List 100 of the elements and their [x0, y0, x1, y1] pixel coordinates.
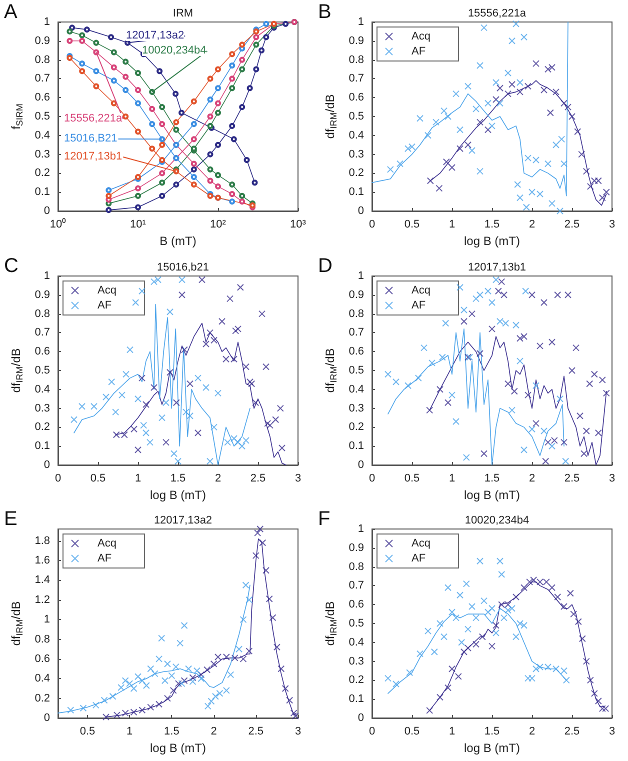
x-tick-label: 10¹: [130, 218, 146, 230]
y-tick-label: 0.8: [34, 634, 50, 646]
y-tick-label: 0.3: [348, 402, 364, 414]
x-axis-title: log B (mT): [150, 741, 206, 756]
text: B: [318, 1, 332, 23]
y-tick-label: 0.6: [34, 92, 50, 104]
x-tick-label: 2: [528, 472, 536, 484]
x-tick-label: 1: [448, 726, 456, 738]
y-tick-label: 0.6: [348, 598, 364, 611]
x-tick-label: 2: [210, 726, 217, 738]
y-tick-label: 0.4: [348, 383, 364, 396]
x-tick-label: 0.5: [404, 472, 420, 484]
x-tick-label: 3: [294, 472, 302, 484]
x-tick-label: 2.5: [564, 726, 580, 738]
x-tick-label: 1: [448, 472, 456, 484]
x-tick-label: 3: [608, 218, 616, 230]
x-tick-label: 0: [54, 472, 62, 484]
legend-label: Acq: [98, 284, 116, 296]
y-tick-label: 0.7: [348, 72, 364, 85]
x-tick-label: 0.5: [404, 726, 420, 738]
x-tick-label: 1.5: [170, 472, 186, 484]
x-tick-label: 2.5: [248, 726, 264, 738]
y-axis-title: dfIRM/dB: [322, 602, 338, 646]
y-tick-label: 0.2: [34, 692, 50, 705]
y-tick-label: 1.8: [34, 535, 50, 548]
y-tick-label: 0.2: [34, 167, 50, 180]
y-tick-label: 0: [358, 458, 364, 471]
y-tick-label: 0.5: [34, 110, 50, 122]
y-tick-label: 0.3: [34, 148, 50, 160]
y-tick-label: 0.4: [348, 129, 364, 142]
y-tick-label: 0.9: [34, 288, 50, 301]
y-axis-title: fSIRM: [8, 104, 24, 130]
y-tick-label: 0.1: [348, 693, 364, 706]
y-tick-label: 1.4: [34, 574, 50, 586]
y-tick-label: 0.1: [348, 186, 364, 198]
text: 15556,221a: [64, 112, 123, 124]
x-tick-label: 10²: [210, 218, 226, 230]
y-tick-label: 0.1: [348, 440, 364, 452]
x-axis-title: log B (mT): [464, 234, 520, 248]
x-tick-label: 1: [126, 726, 133, 738]
y-tick-label: 0.6: [348, 345, 364, 358]
y-tick-label: 0.4: [34, 383, 50, 396]
y-tick-label: 0.1: [34, 440, 50, 452]
x-tick-label: 1: [134, 472, 142, 484]
y-tick-label: 0: [358, 205, 364, 217]
y-tick-label: 0: [358, 712, 364, 724]
legend-label: Acq: [412, 538, 430, 550]
y-tick-label: 0.3: [348, 148, 364, 160]
y-tick-label: 0.5: [348, 618, 364, 630]
x-tick-label: 1.5: [484, 472, 500, 484]
y-tick-label: 0.2: [348, 420, 364, 433]
legend-label: AF: [98, 299, 112, 312]
y-tick-label: 0.4: [34, 129, 50, 142]
chart-title: 12017,13b1: [468, 261, 526, 274]
x-tick-label: 0.5: [404, 218, 420, 230]
legend-label: 15016,B21: [64, 132, 118, 144]
x-tick-label: 1.5: [484, 726, 500, 738]
text: A: [4, 1, 18, 23]
x-axis-title: B (mT): [160, 234, 196, 248]
legend-label: Acq: [412, 284, 430, 296]
y-tick-label: 1: [358, 270, 364, 282]
y-tick-label: 0.6: [348, 92, 364, 104]
y-axis-title: dfIRM/dB: [8, 602, 24, 646]
y-tick-label: 0.8: [348, 561, 364, 574]
y-tick-label: 0.4: [348, 636, 364, 649]
y-tick-label: 0.9: [34, 34, 50, 47]
x-tick-label: 2: [214, 472, 222, 484]
y-tick-label: 0.6: [34, 345, 50, 358]
text: E: [4, 508, 18, 530]
y-tick-label: 0.5: [34, 364, 50, 376]
y-tick-label: 0.2: [348, 167, 364, 180]
legend-label: AF: [412, 299, 426, 312]
chart-title: 12017,13a2: [154, 514, 212, 527]
x-axis-title: log B (mT): [464, 741, 520, 756]
x-tick-label: 2.5: [564, 218, 580, 230]
chart-title: IRM: [172, 8, 194, 20]
y-tick-label: 0.8: [34, 54, 50, 66]
y-tick-label: 1: [44, 270, 50, 282]
x-tick-label: 0.5: [80, 726, 96, 738]
y-tick-label: 0.3: [348, 656, 364, 668]
x-tick-label: 1.5: [484, 218, 500, 230]
x-tick-label: 10⁰: [50, 218, 66, 230]
y-tick-label: 0: [44, 458, 50, 471]
y-tick-label: 0.8: [348, 307, 364, 320]
y-tick-label: 0: [44, 205, 50, 217]
x-tick-label: 3: [608, 726, 616, 738]
text: F: [318, 508, 330, 530]
chart-title: 15556,221a: [468, 8, 527, 20]
x-tick-label: 2: [528, 218, 536, 230]
x-tick-label: 2.5: [250, 472, 266, 484]
x-axis-title: log B (mT): [150, 488, 206, 502]
legend-label: AF: [412, 552, 426, 565]
y-tick-label: 0.7: [348, 326, 364, 338]
series-label: 12017,13a2: [126, 30, 184, 42]
y-tick-label: 0: [44, 712, 50, 724]
chart-title: 15016,b21: [157, 261, 209, 274]
text: D: [318, 254, 332, 277]
y-axis-title: dfIRM/dB: [322, 348, 338, 392]
y-tick-label: 0.4: [34, 672, 50, 685]
legend-label: AF: [98, 552, 112, 565]
